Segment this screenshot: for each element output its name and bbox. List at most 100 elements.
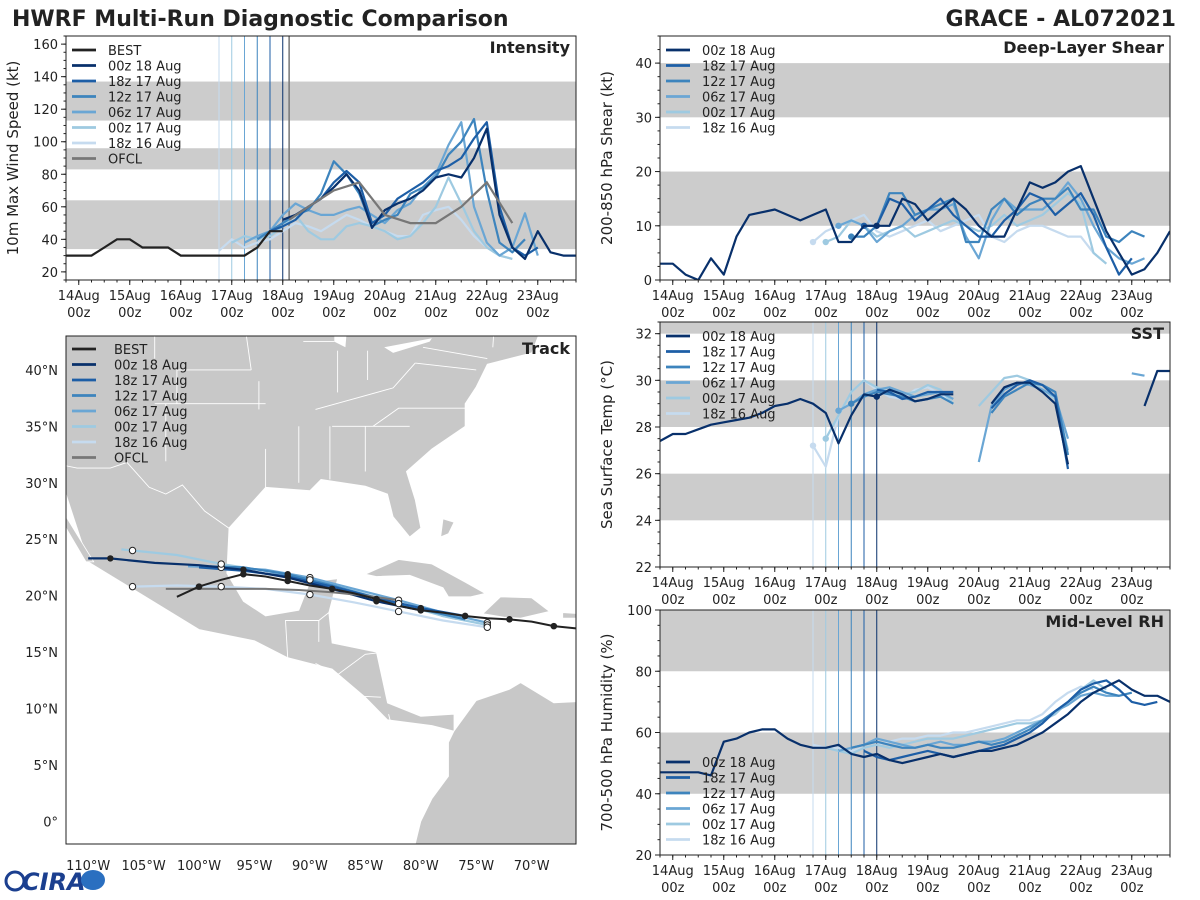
x-tick-label: 22Aug	[466, 289, 508, 304]
x-tick-label: 21Aug	[1009, 576, 1051, 591]
y-axis-label: 700-500 hPa Humidity (%)	[598, 633, 616, 831]
y-tick-label: 140	[33, 71, 58, 86]
init-point	[873, 393, 880, 400]
y-tick-label: 5°N	[34, 759, 59, 774]
border-line	[388, 714, 393, 728]
y-tick-label: 32	[635, 328, 652, 343]
x-tick-label: 15Aug	[703, 289, 745, 304]
y-tick-label: 35°N	[25, 420, 58, 435]
series-group	[66, 117, 576, 260]
legend-label: 06z 17 Aug	[702, 377, 776, 392]
y-tick-label: 25°N	[25, 533, 58, 548]
rh-panel: 20 40 60 80 100 14Aug 00z 15Aug 00z 16Aug 00z 17Aug…	[598, 604, 1171, 896]
series-group	[660, 679, 1170, 777]
x-tick-label: 00z	[1069, 593, 1093, 608]
legend-label: 12z 17 Aug	[114, 390, 188, 405]
legend-label: 18z 17 Aug	[114, 374, 188, 389]
x-tick-label: 15Aug	[703, 576, 745, 591]
x-tick-label: 19Aug	[907, 576, 949, 591]
x-tick-label: 00z	[1069, 881, 1093, 896]
legend-label: 00z 18 Aug	[702, 756, 776, 771]
baja-land	[66, 515, 95, 563]
x-tick-label: 17Aug	[211, 289, 253, 304]
x-tick-label: 00z	[712, 881, 736, 896]
x-tick-label: 00z	[1018, 881, 1042, 896]
x-tick-label: 22Aug	[1060, 576, 1102, 591]
y-tick-label: 10	[635, 220, 652, 235]
legend-label: 00z 17 Aug	[702, 106, 776, 121]
series-line-2	[851, 186, 1145, 244]
x-tick-label: 23Aug	[1111, 864, 1153, 879]
y-tick-label: 100	[627, 604, 652, 619]
legend-label: BEST	[114, 343, 147, 358]
x-tick-label: 00z	[373, 306, 397, 321]
y-tick-label: 80	[41, 168, 58, 183]
x-tick-label: 75°W	[458, 859, 494, 874]
x-tick-label: 14Aug	[652, 864, 694, 879]
x-tick-label: 00z	[814, 881, 838, 896]
x-tick-label: 17Aug	[805, 864, 847, 879]
map-group	[66, 336, 576, 844]
y-tick-label: 30°N	[25, 477, 58, 492]
legend-label: 00z 18 Aug	[702, 330, 776, 345]
series-line-5	[218, 205, 513, 260]
y-tick-label: 60	[635, 727, 652, 742]
x-tick-label: 22Aug	[1060, 289, 1102, 304]
y-axis-label: Sea Surface Temp (°C)	[598, 360, 616, 529]
series-line-1	[863, 679, 1158, 762]
x-tick-label: 21Aug	[1009, 289, 1051, 304]
best-point	[284, 577, 292, 585]
run-point	[217, 582, 225, 591]
x-tick-label: 00z	[322, 306, 346, 321]
x-tick-label: 00z	[1018, 306, 1042, 321]
y-tick-label: 0	[644, 274, 652, 289]
legend-label: 18z 17 Aug	[702, 346, 776, 361]
legend-label: 18z 16 Aug	[114, 436, 188, 451]
x-tick-label: 14Aug	[652, 289, 694, 304]
y-tick-label: 20°N	[25, 590, 58, 605]
threshold-band	[660, 610, 1170, 672]
x-tick-label: 00z	[814, 306, 838, 321]
x-tick-label: 00z	[271, 306, 295, 321]
y-tick-label: 15°N	[25, 646, 58, 661]
x-tick-label: 23Aug	[517, 289, 559, 304]
panel-title: SST	[1131, 324, 1164, 343]
south-america-land	[414, 682, 576, 844]
x-tick-label: 16Aug	[754, 289, 796, 304]
legend-label: 18z 16 Aug	[702, 834, 776, 849]
x-tick-label: 70°W	[514, 859, 550, 874]
legend-label: OFCL	[114, 452, 149, 467]
y-tick-label: 24	[635, 514, 652, 529]
x-tick-label: 00z	[475, 306, 499, 321]
plot-area	[660, 322, 1170, 567]
series-line-0	[660, 679, 1170, 777]
legend-label: 12z 17 Aug	[702, 361, 776, 376]
x-tick-label: 00z	[916, 881, 940, 896]
series-line-1	[864, 192, 1133, 276]
x-tick-label: 14Aug	[652, 576, 694, 591]
init-point	[848, 233, 855, 240]
init-point	[848, 400, 855, 407]
logo-ring-icon	[4, 870, 26, 892]
series-line-0	[660, 369, 1170, 465]
run-point	[128, 582, 137, 591]
y-tick-label: 40	[41, 233, 58, 248]
legend-label: 18z 17 Aug	[702, 60, 776, 75]
panel-title: Track	[522, 339, 570, 358]
run-point	[128, 546, 137, 555]
x-tick-label: 00z	[865, 306, 889, 321]
y-tick-label: 30	[635, 374, 652, 389]
legend-label: 18z 17 Aug	[702, 772, 776, 787]
series-line-0	[660, 165, 1170, 280]
x-tick-label: 00z	[1069, 306, 1093, 321]
y-tick-label: 22	[635, 561, 652, 576]
best-point	[506, 616, 513, 623]
x-tick-label: 00z	[661, 881, 685, 896]
best-point	[328, 585, 336, 593]
x-tick-label: 23Aug	[1111, 576, 1153, 591]
legend-label: 18z 16 Aug	[702, 408, 776, 423]
legend-label: 18z 17 Aug	[108, 75, 182, 90]
figure-title: HWRF Multi-Run Diagnostic Comparison	[12, 7, 509, 32]
